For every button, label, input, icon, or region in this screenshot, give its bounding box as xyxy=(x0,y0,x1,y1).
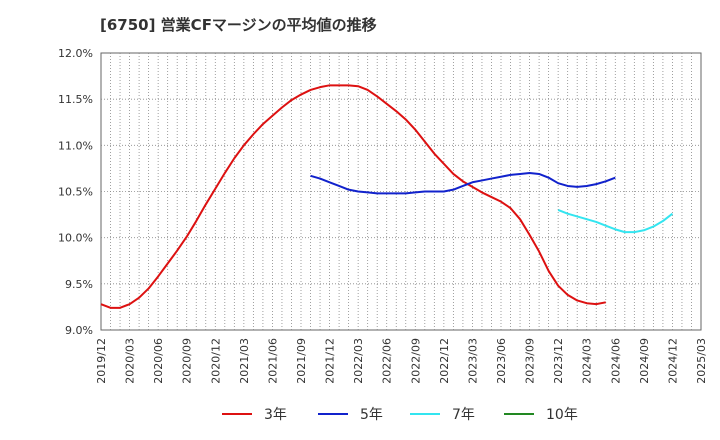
y-tick-label: 10.0% xyxy=(58,232,93,245)
x-tick-label: 2025/03 xyxy=(695,338,708,384)
x-tick-label: 2019/12 xyxy=(95,338,108,384)
y-tick-label: 9.5% xyxy=(65,278,93,291)
y-tick-label: 10.5% xyxy=(58,186,93,199)
x-tick-label: 2024/03 xyxy=(581,338,594,384)
x-tick-label: 2020/06 xyxy=(152,338,165,384)
x-tick-label: 2023/06 xyxy=(495,338,508,384)
x-tick-label: 2023/03 xyxy=(466,338,479,384)
series-line-7年 xyxy=(557,209,674,234)
x-tick-label: 2022/06 xyxy=(381,338,394,384)
legend-label: 3年 xyxy=(264,407,287,423)
x-tick-label: 2024/06 xyxy=(609,338,622,384)
x-tick-label: 2023/09 xyxy=(524,338,537,384)
x-tick-label: 2020/03 xyxy=(124,338,137,384)
y-axis-ticks: 9.0% 9.5% 10.0% 10.5% 11.0% 11.5% 12.0% xyxy=(58,47,93,337)
legend: 3年 5年 7年 10年 xyxy=(222,407,578,423)
legend-label: 7年 xyxy=(452,407,475,423)
x-tick-label: 2021/03 xyxy=(238,338,251,384)
series-lines xyxy=(100,84,674,309)
x-tick-label: 2022/12 xyxy=(438,338,451,384)
series-line-3年 xyxy=(100,84,606,309)
x-tick-label: 2024/12 xyxy=(666,338,679,384)
x-tick-label: 2023/12 xyxy=(552,338,565,384)
y-tick-label: 11.5% xyxy=(58,93,93,106)
legend-label: 10年 xyxy=(546,407,578,423)
x-tick-label: 2020/09 xyxy=(181,338,194,384)
series-line-5年 xyxy=(310,172,616,195)
y-tick-label: 11.0% xyxy=(58,139,93,152)
y-tick-label: 12.0% xyxy=(58,47,93,60)
x-tick-label: 2022/09 xyxy=(409,338,422,384)
x-tick-label: 2021/12 xyxy=(324,338,337,384)
x-tick-label: 2022/03 xyxy=(352,338,365,384)
x-tick-label: 2020/12 xyxy=(209,338,222,384)
y-tick-label: 9.0% xyxy=(65,324,93,337)
x-tick-label: 2021/06 xyxy=(266,338,279,384)
chart-title: [6750] 営業CFマージンの平均値の推移 xyxy=(100,16,377,34)
x-tick-label: 2021/09 xyxy=(295,338,308,384)
x-axis-ticks: 2019/12 2020/03 2020/06 2020/09 2020/12 2021/… xyxy=(95,338,708,384)
x-tick-label: 2024/09 xyxy=(638,338,651,384)
legend-label: 5年 xyxy=(360,407,383,423)
